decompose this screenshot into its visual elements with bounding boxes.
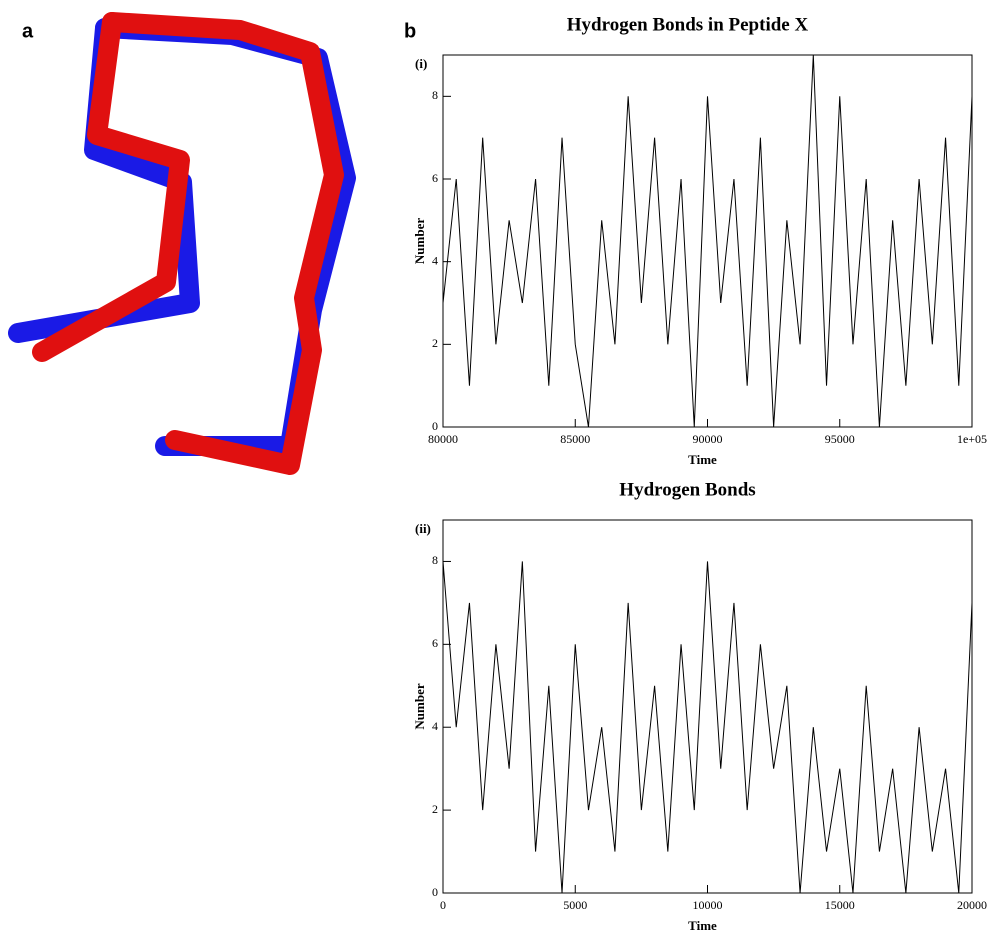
x-tick-label: 1e+05: [957, 432, 987, 446]
y-tick-label: 6: [432, 636, 438, 650]
hbond-line: [443, 55, 972, 427]
panel-label: (ii): [415, 521, 431, 536]
x-tick-label: 95000: [825, 432, 855, 446]
x-tick-label: 85000: [560, 432, 590, 446]
y-tick-label: 4: [432, 719, 438, 733]
x-tick-label: 90000: [693, 432, 723, 446]
hbond-line: [443, 561, 972, 893]
y-tick-label: 8: [432, 553, 438, 567]
y-tick-label: 0: [432, 885, 438, 899]
x-tick-label: 20000: [957, 898, 987, 912]
x-tick-label: 0: [440, 898, 446, 912]
y-tick-label: 6: [432, 171, 438, 185]
plot-frame: [443, 520, 972, 893]
x-tick-label: 80000: [428, 432, 458, 446]
panel-label: b: [404, 20, 416, 42]
figure: a b Hydrogen Bonds in Peptide X (i) Time Nu…: [0, 0, 994, 937]
chart-title: Hydrogen Bonds: [619, 479, 755, 500]
y-axis-label: Number: [412, 218, 427, 264]
x-axis-label: Time: [688, 918, 717, 933]
x-tick-label: 15000: [825, 898, 855, 912]
plot-frame: [443, 55, 972, 427]
x-tick-label: 10000: [693, 898, 723, 912]
x-axis-label: Time: [688, 452, 717, 467]
x-tick-label: 5000: [563, 898, 587, 912]
molecule: [18, 22, 346, 465]
y-tick-label: 0: [432, 419, 438, 433]
y-tick-label: 2: [432, 802, 438, 816]
red-backbone: [112, 22, 334, 465]
y-tick-label: 2: [432, 336, 438, 350]
panel-label: (i): [415, 56, 427, 71]
y-tick-label: 8: [432, 88, 438, 102]
y-axis-label: Number: [412, 683, 427, 729]
chart-title: Hydrogen Bonds in Peptide X: [567, 14, 809, 35]
panel-label: a: [22, 20, 34, 42]
y-tick-label: 4: [432, 253, 438, 267]
